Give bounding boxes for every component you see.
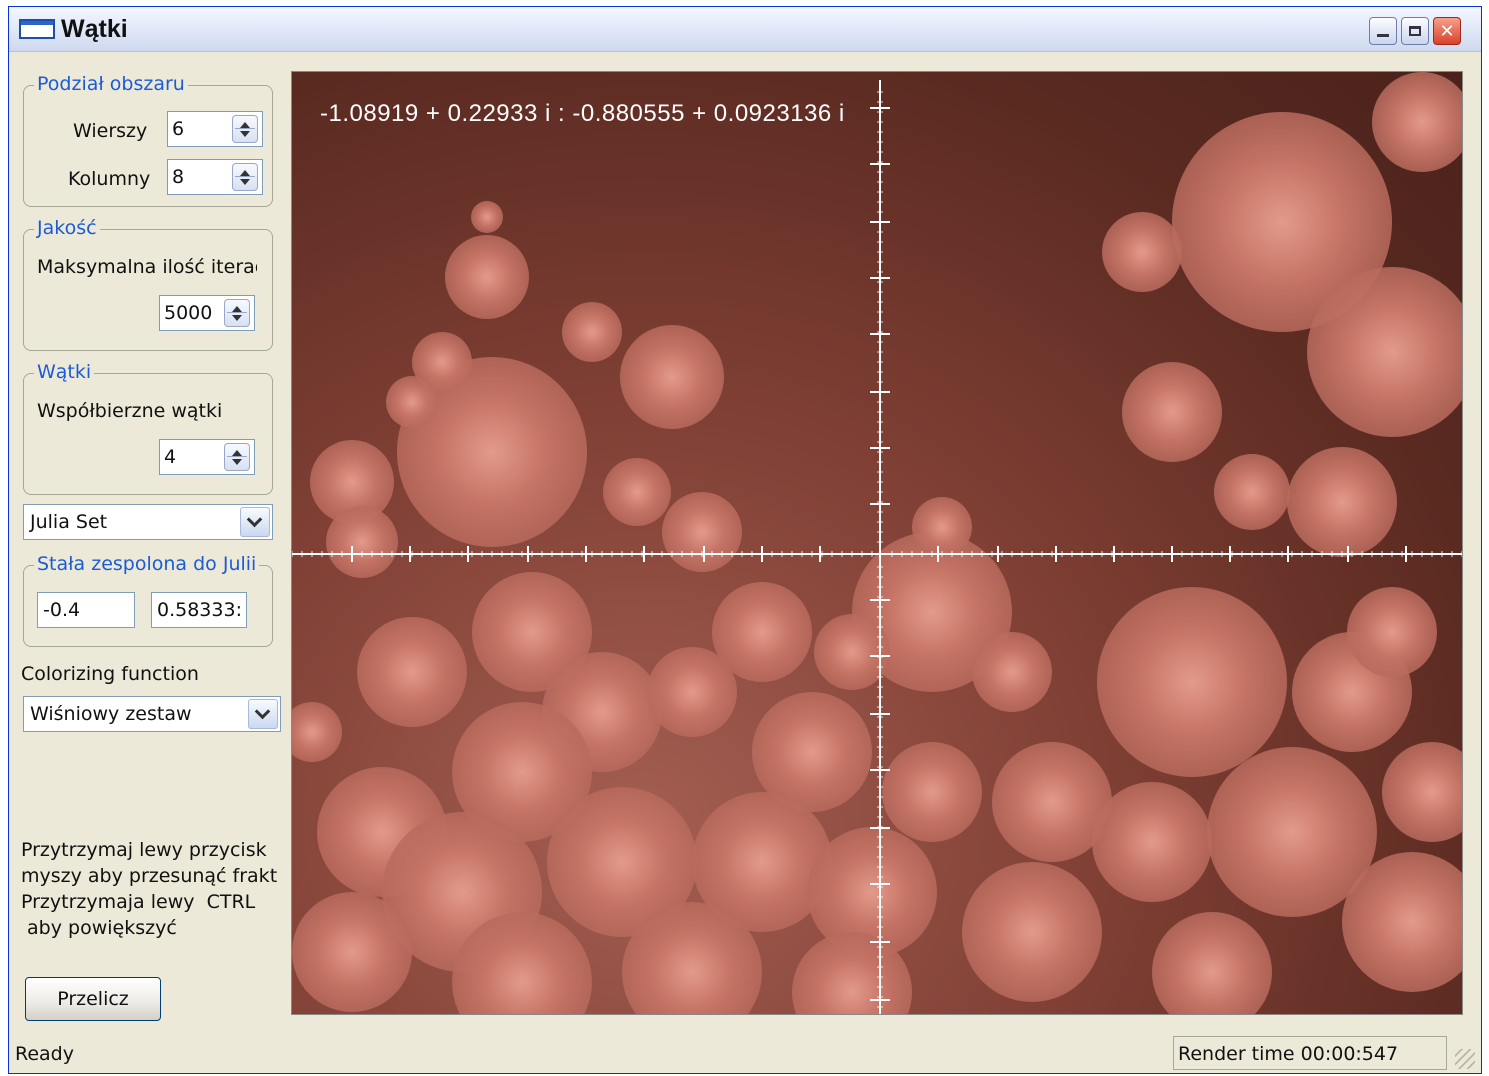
minimize-button[interactable]	[1369, 17, 1397, 45]
maximize-button[interactable]	[1401, 17, 1429, 45]
status-text: Ready	[15, 1043, 74, 1065]
close-icon: ✕	[1439, 21, 1454, 42]
quality-title: Jakość	[34, 217, 100, 239]
threads-groupbox: Wątki	[23, 373, 273, 495]
maximize-icon	[1409, 26, 1421, 36]
resize-grip-icon[interactable]	[1455, 1049, 1475, 1069]
window-icon	[19, 19, 55, 39]
colorizing-label: Colorizing function	[21, 663, 199, 685]
threads-spinbox[interactable]: 4	[159, 439, 255, 475]
julia-const-title: Stała zespolona do Julii	[34, 553, 259, 575]
iterations-spinbox[interactable]: 5000	[159, 295, 255, 331]
cols-spin-arrows-icon[interactable]	[232, 163, 258, 191]
rows-value: 6	[172, 118, 184, 140]
threads-label: Współbierzne wątki	[37, 400, 222, 422]
division-title: Podział obszaru	[34, 73, 188, 95]
quality-groupbox: Jakość	[23, 229, 273, 351]
fractal-type-select[interactable]: Julia Set	[23, 504, 273, 540]
fractal-image	[292, 72, 1463, 1015]
window-title: Wątki	[61, 15, 128, 44]
chevron-down-icon[interactable]	[248, 699, 278, 729]
app-window: Wątki ✕ Podział obszaru Wierszy 6 Kolumn…	[8, 6, 1482, 1074]
rows-label: Wierszy	[73, 120, 147, 142]
render-time-text: Render time 00:00:547	[1178, 1043, 1398, 1065]
chevron-down-icon[interactable]	[240, 507, 270, 537]
colorizing-value: Wiśniowy zestaw	[30, 703, 192, 725]
cols-label: Kolumny	[68, 168, 150, 190]
coordinates-readout: -1.08919 + 0.22933 i : -0.880555 + 0.092…	[320, 100, 845, 128]
minimize-icon	[1377, 34, 1389, 37]
render-time-panel: Render time 00:00:547	[1173, 1036, 1447, 1070]
iterations-label: Maksymalna ilość iterac	[37, 256, 257, 278]
julia-real-input[interactable]: -0.4	[37, 592, 135, 628]
recalculate-button[interactable]: Przelicz	[25, 977, 161, 1021]
close-button[interactable]: ✕	[1433, 17, 1461, 45]
julia-imag-input[interactable]: 0.58333:	[151, 592, 247, 628]
status-bar: Ready Render time 00:00:547	[9, 1033, 1481, 1073]
threads-spin-arrows-icon[interactable]	[224, 443, 250, 471]
cols-value: 8	[172, 166, 184, 188]
rows-spin-arrows-icon[interactable]	[232, 115, 258, 143]
usage-hint: Przytrzymaj lewy przycisk myszy aby prze…	[21, 837, 291, 941]
fractal-type-value: Julia Set	[30, 511, 107, 533]
iterations-value: 5000	[164, 302, 212, 324]
colorizing-select[interactable]: Wiśniowy zestaw	[23, 696, 281, 732]
threads-value: 4	[164, 446, 176, 468]
fractal-canvas[interactable]: -1.08919 + 0.22933 i : -0.880555 + 0.092…	[291, 71, 1463, 1015]
julia-real-value: -0.4	[43, 599, 80, 621]
rows-spinbox[interactable]: 6	[167, 111, 263, 147]
cols-spinbox[interactable]: 8	[167, 159, 263, 195]
threads-title: Wątki	[34, 361, 94, 383]
iterations-spin-arrows-icon[interactable]	[224, 299, 250, 327]
title-bar[interactable]: Wątki ✕	[9, 7, 1481, 52]
julia-imag-value: 0.58333:	[157, 599, 242, 621]
